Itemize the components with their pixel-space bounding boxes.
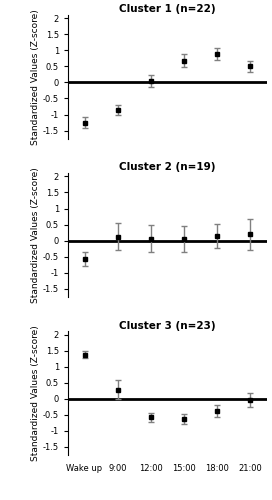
Y-axis label: Standardized Values (Z-score): Standardized Values (Z-score)	[31, 167, 40, 303]
Title: Cluster 1 (n=22): Cluster 1 (n=22)	[119, 4, 216, 14]
Title: Cluster 2 (n=19): Cluster 2 (n=19)	[119, 162, 215, 172]
Y-axis label: Standardized Values (Z-score): Standardized Values (Z-score)	[31, 9, 40, 144]
Title: Cluster 3 (n=23): Cluster 3 (n=23)	[119, 320, 216, 330]
Y-axis label: Standardized Values (Z-score): Standardized Values (Z-score)	[31, 326, 40, 461]
